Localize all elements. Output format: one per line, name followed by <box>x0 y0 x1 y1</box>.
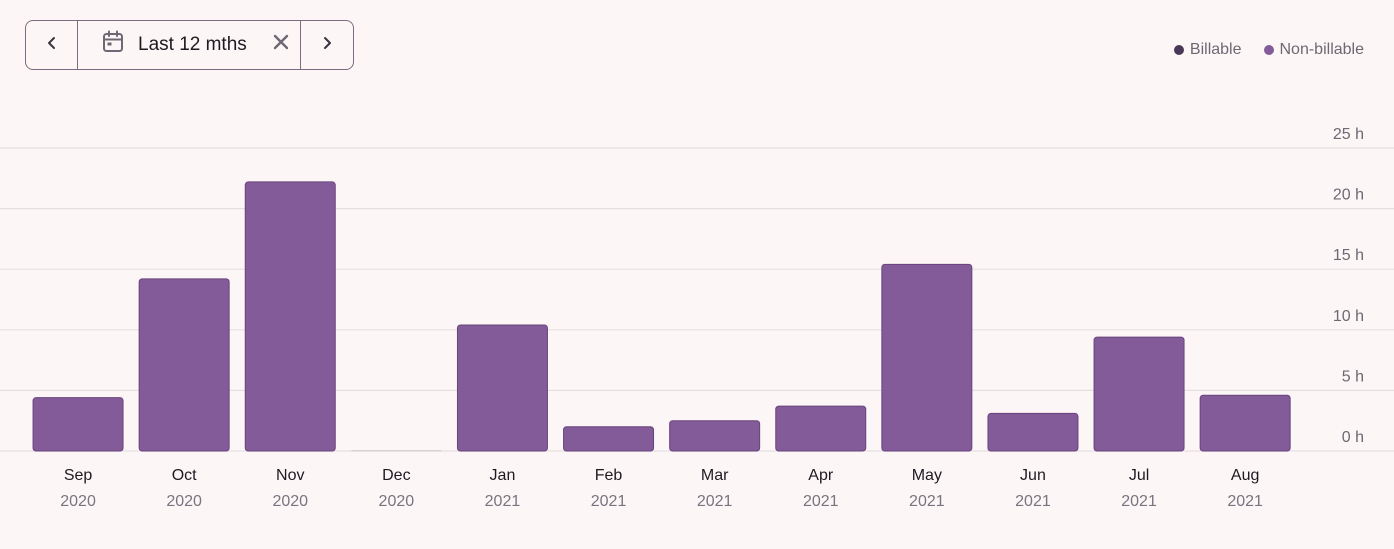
x-tick-year-label: 2020 <box>379 493 415 510</box>
date-range-picker[interactable]: Last 12 mths <box>77 21 300 69</box>
chevron-right-icon <box>321 36 333 55</box>
bar-non-billable[interactable] <box>775 405 867 452</box>
bar-non-billable[interactable] <box>563 426 655 452</box>
bar-non-billable[interactable] <box>669 420 761 452</box>
x-tick-year-label: 2020 <box>166 493 202 510</box>
y-tick-label: 20 h <box>1333 187 1364 204</box>
date-range-filter: Last 12 mths <box>25 20 354 70</box>
previous-period-button[interactable] <box>26 21 77 69</box>
x-tick-year-label: 2021 <box>697 493 733 510</box>
x-tick-month-label: Jan <box>490 467 516 484</box>
y-tick-label: 25 h <box>1333 126 1364 143</box>
close-icon <box>273 34 289 56</box>
x-tick-year-label: 2021 <box>1015 493 1051 510</box>
x-tick-year-label: 2021 <box>1121 493 1157 510</box>
bar-non-billable[interactable] <box>351 450 442 452</box>
y-tick-label: 10 h <box>1333 308 1364 325</box>
legend-swatch-billable <box>1173 45 1184 55</box>
bar-non-billable[interactable] <box>1093 336 1185 452</box>
chart-legend: Billable Non-billable <box>1173 41 1365 59</box>
legend-item-non-billable[interactable]: Non-billable <box>1263 41 1365 59</box>
x-tick-month-label: May <box>912 467 942 484</box>
bar-non-billable[interactable] <box>244 181 336 452</box>
x-tick-month-label: Sep <box>64 467 93 484</box>
x-tick-month-label: Apr <box>808 467 834 484</box>
y-tick-label: 0 h <box>1342 429 1364 446</box>
legend-swatch-non-billable <box>1263 45 1274 55</box>
bar-non-billable[interactable] <box>987 412 1079 452</box>
x-tick-year-label: 2020 <box>60 493 96 510</box>
x-tick-month-label: Oct <box>172 467 197 484</box>
bar-non-billable[interactable] <box>138 278 230 452</box>
legend-label-billable: Billable <box>1189 41 1242 58</box>
x-tick-month-label: Dec <box>382 467 410 484</box>
x-tick-month-label: Aug <box>1231 467 1259 484</box>
x-tick-month-label: Feb <box>595 467 623 484</box>
x-tick-year-label: 2020 <box>272 493 308 510</box>
chevron-left-icon <box>46 36 58 55</box>
next-period-button[interactable] <box>300 21 353 69</box>
legend-label-non-billable: Non-billable <box>1279 41 1365 58</box>
x-tick-month-label: Jun <box>1020 467 1046 484</box>
x-tick-month-label: Jul <box>1129 467 1149 484</box>
x-tick-month-label: Mar <box>701 467 729 484</box>
x-tick-month-label: Nov <box>276 467 304 484</box>
bar-non-billable[interactable] <box>456 324 548 452</box>
y-tick-label: 15 h <box>1333 247 1364 264</box>
bar-non-billable[interactable] <box>1199 394 1291 452</box>
y-tick-label: 5 h <box>1342 368 1364 385</box>
x-tick-year-label: 2021 <box>909 493 945 510</box>
date-range-label: Last 12 mths <box>138 34 247 55</box>
x-tick-year-label: 2021 <box>591 493 627 510</box>
bar-non-billable[interactable] <box>881 263 973 452</box>
x-tick-year-label: 2021 <box>485 493 521 510</box>
calendar-icon <box>102 30 124 60</box>
legend-item-billable[interactable]: Billable <box>1173 41 1242 59</box>
clear-range-button[interactable] <box>273 34 289 56</box>
x-tick-year-label: 2021 <box>803 493 839 510</box>
bar-non-billable[interactable] <box>32 397 124 452</box>
x-tick-year-label: 2021 <box>1227 493 1263 510</box>
